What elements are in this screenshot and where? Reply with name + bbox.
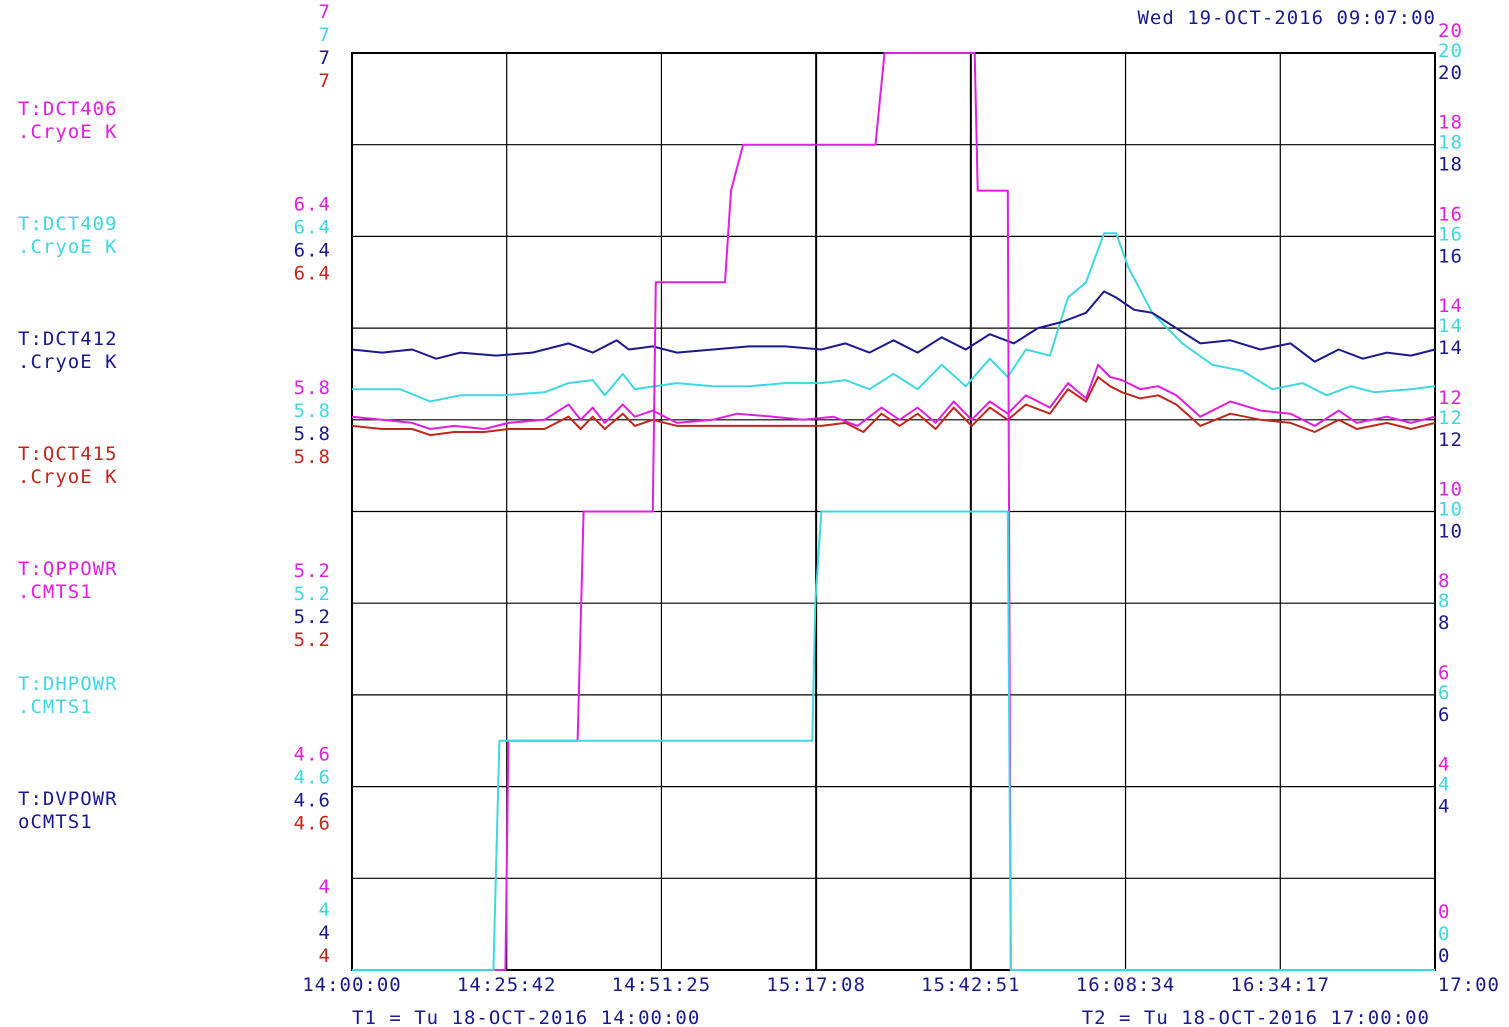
right-tick-label: 0 (1438, 945, 1450, 967)
x-tick-label: 14:00:00 (302, 974, 402, 996)
left-tick-label: 6.4 (294, 239, 331, 261)
left-tick-label: 7 (319, 47, 331, 69)
series-line-tdct406 (351, 363, 1436, 430)
left-tick-label: 4.6 (294, 813, 331, 835)
series-layer (351, 52, 1436, 971)
right-tick-label: 6 (1438, 662, 1450, 684)
grid (351, 52, 1436, 971)
timestamp: Wed 19-OCT-2016 09:07:00 (1137, 7, 1436, 29)
right-tick-label: 16 (1438, 245, 1463, 267)
x-tick-label: 14:25:42 (457, 974, 557, 996)
right-tick-label: 14 (1438, 315, 1463, 337)
left-tick-label: 5.8 (294, 446, 331, 468)
left-tick-label: 5.2 (294, 629, 331, 651)
legend-name: T:DCT409 (18, 213, 118, 235)
legend-name: T:DHPOWR (18, 673, 118, 695)
left-tick-label: 4 (319, 899, 331, 921)
left-tick-label: 5.2 (294, 583, 331, 605)
x-tick-label: 15:17:08 (766, 974, 866, 996)
right-tick-label: 20 (1438, 40, 1463, 62)
right-tick-label: 14 (1438, 337, 1463, 359)
right-axis: 2020201818181616161414141212121010108886… (1438, 20, 1463, 967)
left-tick-label: 6.4 (294, 193, 331, 215)
right-tick-label: 0 (1438, 901, 1450, 923)
left-tick-label: 7 (319, 70, 331, 92)
left-tick-label: 4.6 (294, 790, 331, 812)
left-tick-label: 5.8 (294, 377, 331, 399)
legend-name: T:QPPOWR (18, 558, 118, 580)
right-tick-label: 8 (1438, 570, 1450, 592)
legend-subtitle: .CryoE K (18, 121, 118, 143)
t1-label: T1 = Tu 18-OCT-2016 14:00:00 (352, 1007, 700, 1027)
right-tick-label: 8 (1438, 612, 1450, 634)
right-tick-label: 18 (1438, 112, 1463, 134)
right-tick-label: 10 (1438, 521, 1463, 543)
left-tick-label: 4 (319, 876, 331, 898)
legend-name: T:QCT415 (18, 443, 118, 465)
left-axis: 77776.46.46.46.45.85.85.85.85.25.25.25.2… (294, 1, 331, 967)
legend-subtitle: .CryoE K (18, 236, 118, 258)
right-tick-label: 12 (1438, 407, 1463, 429)
series-line-tqct415 (351, 376, 1436, 437)
right-tick-label: 0 (1438, 923, 1450, 945)
x-axis: 14:00:00 14:25:42 14:51:25 15:17:08 15:42:51… (302, 974, 1500, 996)
left-tick-label: 5.8 (294, 400, 331, 422)
left-tick-label: 4.6 (294, 767, 331, 789)
left-tick-label: 4 (319, 945, 331, 967)
series-line-tdct412 (351, 290, 1436, 363)
right-tick-label: 10 (1438, 479, 1463, 501)
legend-subtitle: .CryoE K (18, 466, 118, 488)
right-tick-label: 10 (1438, 499, 1463, 521)
right-tick-label: 20 (1438, 20, 1463, 42)
right-tick-label: 6 (1438, 704, 1450, 726)
right-tick-label: 20 (1438, 62, 1463, 84)
left-tick-label: 5.2 (294, 606, 331, 628)
right-tick-label: 4 (1438, 754, 1450, 776)
right-tick-label: 16 (1438, 223, 1463, 245)
left-tick-label: 4.6 (294, 744, 331, 766)
right-tick-label: 4 (1438, 796, 1450, 818)
legend-name: T:DVPOWR (18, 788, 118, 810)
series-line-tdct409 (352, 232, 1436, 403)
series-line-tdhpowr (352, 510, 1435, 971)
right-tick-label: 12 (1438, 429, 1463, 451)
legend-subtitle: .CMTS1 (18, 581, 93, 603)
right-tick-label: 8 (1438, 590, 1450, 612)
left-tick-label: 6.4 (294, 262, 331, 284)
right-tick-label: 16 (1438, 203, 1463, 225)
legend-name: T:DCT412 (18, 328, 118, 350)
right-tick-label: 4 (1438, 774, 1450, 796)
left-tick-label: 4 (319, 922, 331, 944)
right-tick-label: 6 (1438, 682, 1450, 704)
right-tick-label: 12 (1438, 387, 1463, 409)
left-tick-label: 7 (319, 1, 331, 23)
left-tick-label: 6.4 (294, 216, 331, 238)
right-tick-label: 14 (1438, 295, 1463, 317)
t2-label: T2 = Tu 18-OCT-2016 17:00:00 (1082, 1007, 1430, 1027)
x-tick-label: 15:42:51 (921, 974, 1021, 996)
left-tick-label: 5.8 (294, 423, 331, 445)
right-tick-label: 18 (1438, 154, 1463, 176)
legend-subtitle: .CMTS1 (18, 696, 93, 718)
left-tick-label: 5.2 (294, 560, 331, 582)
legend-subtitle: .CryoE K (18, 351, 118, 373)
legend-subtitle: oCMTS1 (18, 811, 93, 833)
x-tick-label: 16:08:34 (1076, 974, 1176, 996)
left-tick-label: 7 (319, 24, 331, 46)
x-tick-label: 17:00 (1438, 974, 1500, 996)
right-tick-label: 18 (1438, 132, 1463, 154)
x-tick-label: 16:34:17 (1231, 974, 1331, 996)
x-tick-label: 14:51:25 (612, 974, 712, 996)
legend: T:DCT406.CryoE KT:DCT409.CryoE KT:DCT412… (18, 98, 118, 833)
legend-name: T:DCT406 (18, 98, 118, 120)
